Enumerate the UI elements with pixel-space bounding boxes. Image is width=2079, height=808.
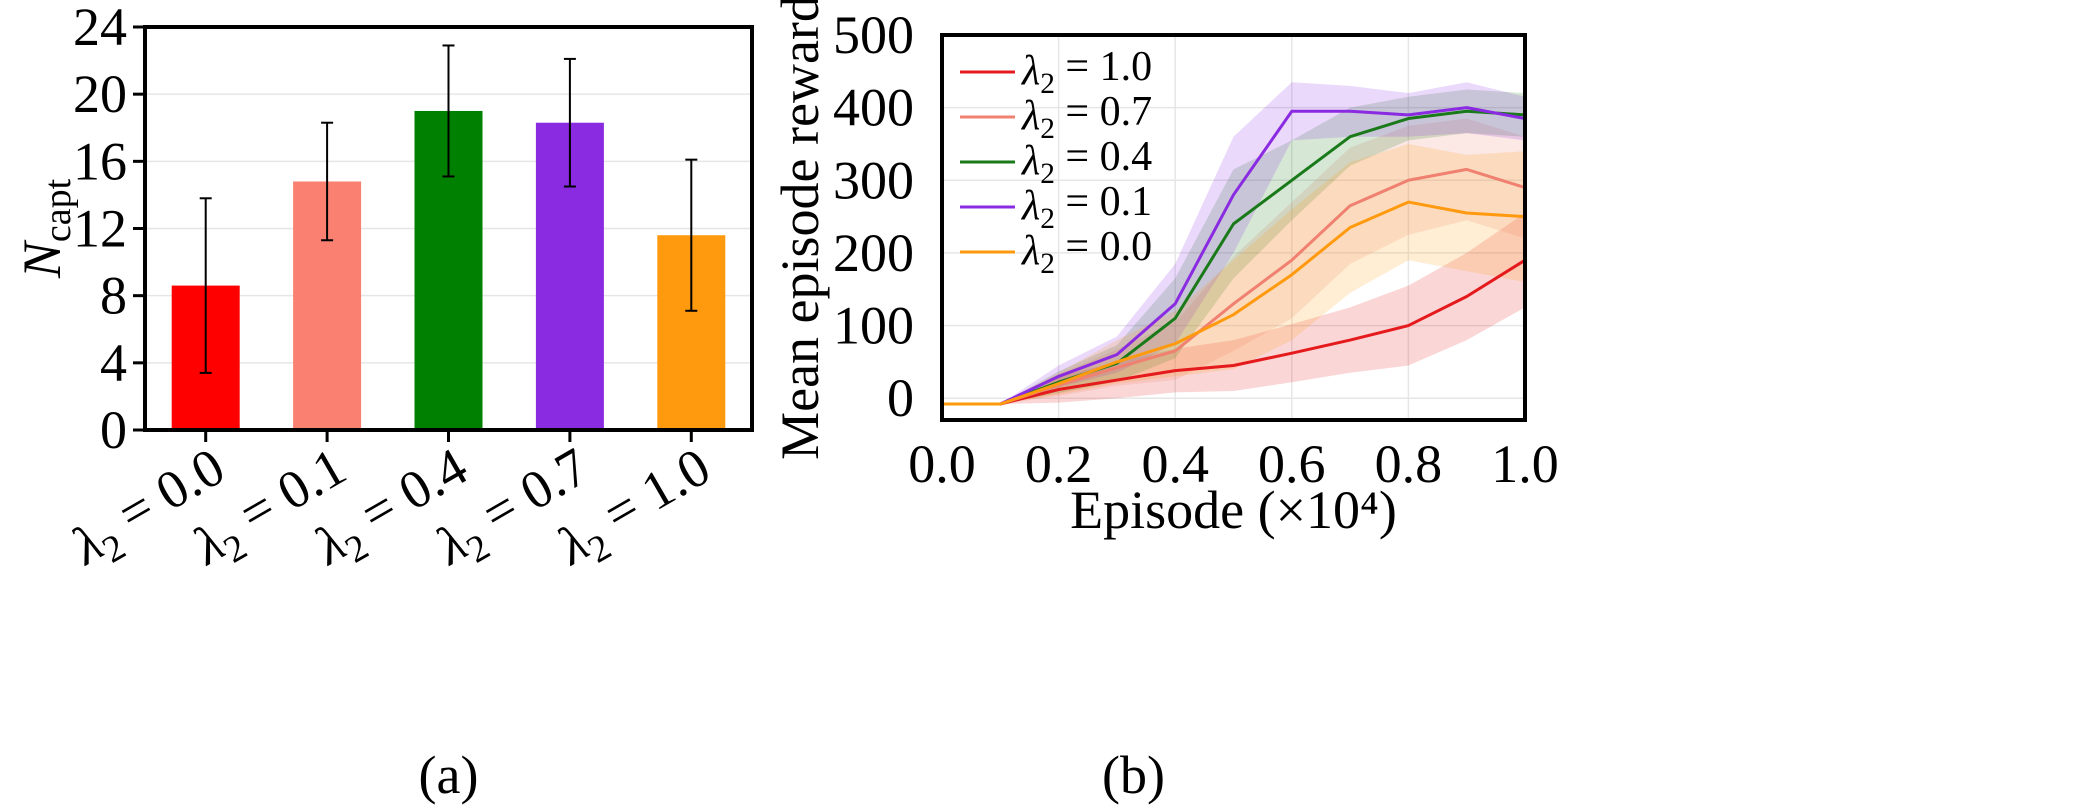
series-line [942,200,1526,406]
bar-chart-y-axis-label: Ncapt [12,178,79,279]
line-chart-x-tick-label: 0.4 [1141,434,1209,494]
line-chart-y-ticks: 0 100 200 300 400 500 [833,5,914,428]
confidence-band [942,212,1525,405]
series-line [942,106,1526,406]
legend-label-value: = 0.7 [1055,89,1152,135]
legend-label-symbol: λ [1020,93,1040,139]
line-chart-plot-frame [940,33,1527,422]
line-chart-x-tick-label: 0.0 [908,434,976,494]
confidence-band [942,89,1525,405]
line-chart-x-tick-label: 0.8 [1375,434,1443,494]
legend-label-subscript: 2 [1040,203,1055,235]
bar-chart-y-ticks: 0 4 8 12 16 20 24 [73,0,145,460]
legend-label-value: = 0.0 [1055,224,1152,270]
series-line [942,258,1526,406]
legend-label-symbol: λ [1020,48,1040,94]
line-chart-confidence-bands [942,82,1525,405]
bar-chart-y-tick-label: 20 [73,64,127,124]
legend-label-value: = 1.0 [1055,44,1152,90]
line-chart-y-tick-label: 0 [887,368,914,428]
legend-label-value: = 0.1 [1055,179,1152,225]
line-chart-x-tick-label: 1.0 [1491,434,1559,494]
line-chart-legend: λ2 = 1.0λ2 = 0.7λ2 = 0.4λ2 = 0.1λ2 = 0.0 [960,44,1152,280]
bar-chart-panel: 0 4 8 12 16 20 24 λ2 = 0.0λ2 = 0.1λ2 = 0.4λ2 =… [12,0,754,805]
bar-chart-y-axis-label-main: N [12,239,72,279]
legend-label-symbol: λ [1020,183,1040,229]
line-chart-y-tick-label: 400 [833,78,914,138]
confidence-band [942,118,1525,405]
legend-label-subscript: 2 [1040,158,1055,190]
bar-chart-y-axis-label-sub: capt [37,178,79,242]
line-chart-y-tick-label: 200 [833,223,914,283]
legend-label-value: = 0.4 [1055,134,1152,180]
legend-label: λ2 = 0.4 [1020,134,1152,190]
line-chart-x-tick-label: 0.6 [1258,434,1326,494]
legend-label-symbol: λ [1020,138,1040,184]
bar-chart-y-tick-label: 8 [100,266,127,326]
bar-chart-x-ticks: λ2 = 0.0λ2 = 0.1λ2 = 0.4λ2 = 0.7λ2 = 1.0 [60,430,720,577]
bar-chart-y-tick-label: 0 [100,400,127,460]
line-chart-series-lines [942,106,1526,406]
legend-label: λ2 = 1.0 [1020,44,1152,100]
legend-label: λ2 = 0.7 [1020,89,1152,145]
line-chart-x-tick-label: 0.2 [1025,434,1093,494]
legend-label-subscript: 2 [1040,113,1055,145]
line-chart-y-tick-label: 100 [833,296,914,356]
line-chart-y-tick-label: 300 [833,150,914,210]
bar-chart-y-tick-label: 4 [100,333,127,393]
panel-b-label: (b) [1102,745,1165,805]
panel-a-label: (a) [419,745,479,805]
bar-chart-error-bars [199,44,698,374]
legend-label-subscript: 2 [1040,248,1055,280]
legend-label-symbol: λ [1020,228,1040,274]
line-chart-x-axis-label: Episode (×10⁴) [1070,480,1397,540]
legend-label-subscript: 2 [1040,68,1055,100]
bar-chart-y-tick-label: 24 [73,0,127,57]
line-chart-x-ticks: 0.0 0.2 0.4 0.6 0.8 1.0 [908,434,1559,494]
legend-label: λ2 = 0.1 [1020,179,1152,235]
line-chart-y-tick-label: 500 [833,5,914,65]
legend-label: λ2 = 0.0 [1020,224,1152,280]
line-chart-y-axis-label: Mean episode reward [770,0,830,460]
bar-chart-x-tick-label-value: = 1.0 [582,436,720,550]
bar-chart-y-tick-label: 12 [73,199,127,259]
confidence-band [942,143,1525,405]
confidence-band [942,82,1525,405]
bar-chart-y-tick-label: 16 [73,131,127,191]
